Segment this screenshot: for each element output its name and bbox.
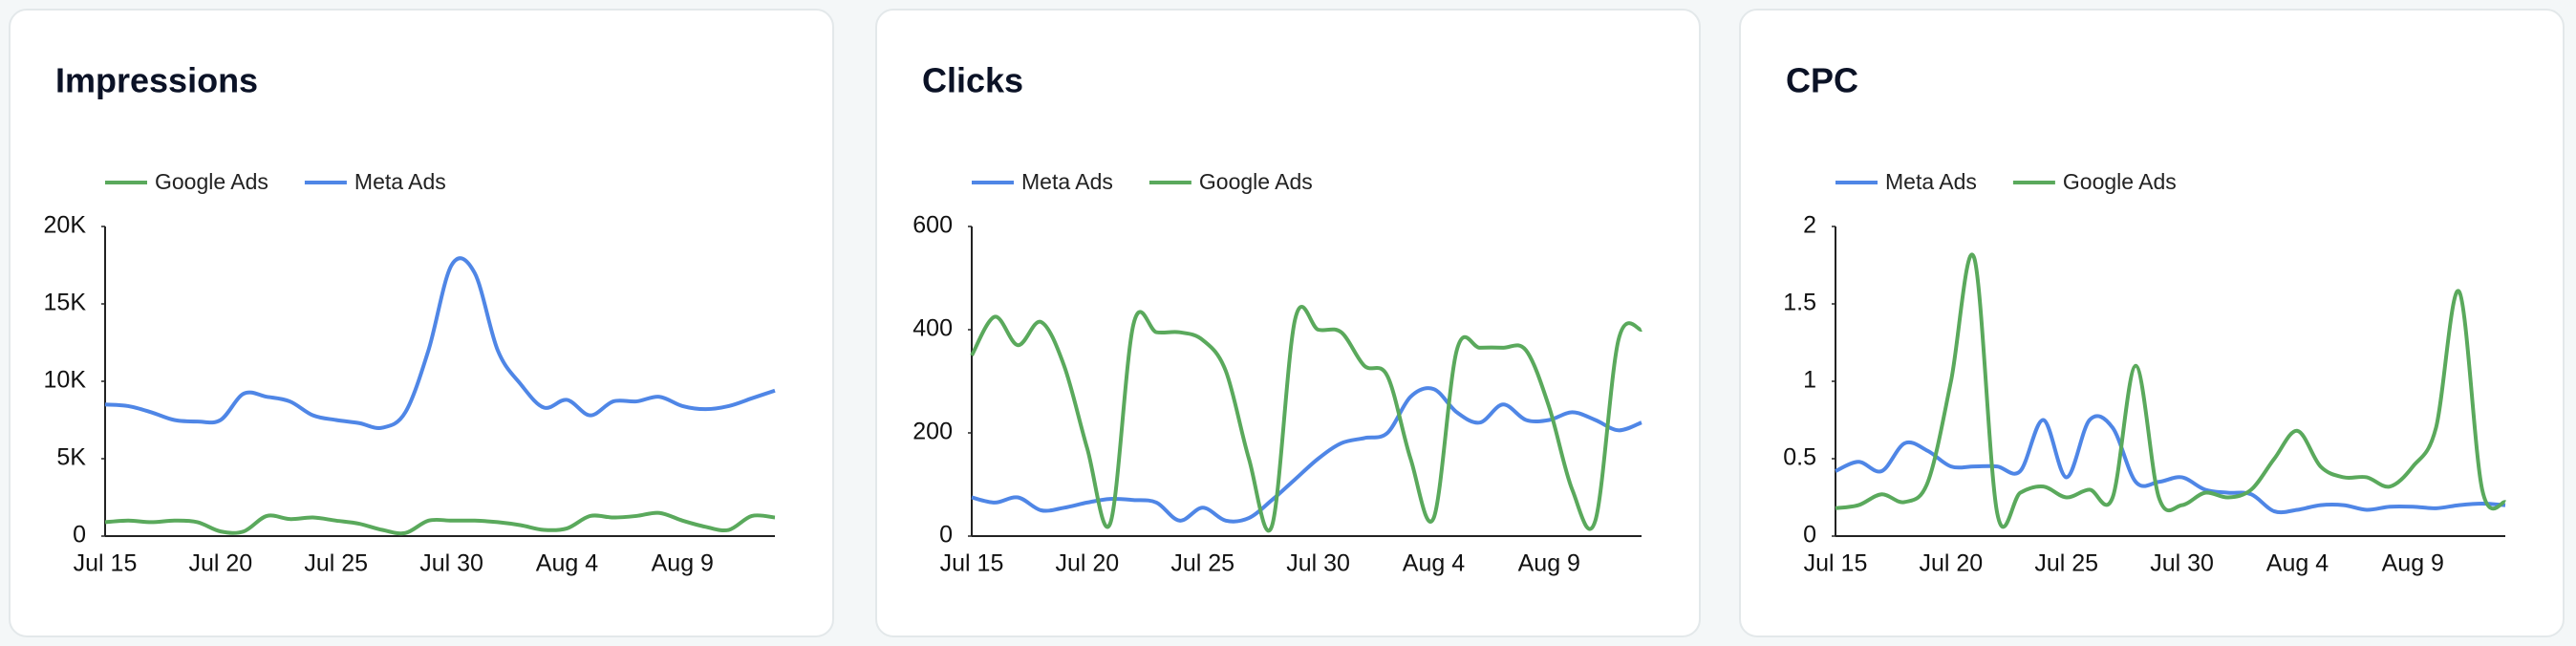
x-tick-label: Jul 15 xyxy=(1804,550,1868,577)
chart-card: CPC Meta Ads Google Ads 0 0.5 1 1.5 2 Jul 15 Jul … xyxy=(1739,9,2565,637)
y-tick-label: 2 xyxy=(1803,212,1816,239)
y-tick-label: 0 xyxy=(1803,522,1816,549)
series-line xyxy=(970,305,1642,533)
chart-title: Impressions xyxy=(55,61,258,100)
series-line xyxy=(104,256,776,430)
card-background xyxy=(875,9,1701,637)
legend-label: Google Ads xyxy=(155,169,268,194)
series-line xyxy=(104,510,776,536)
series-line xyxy=(1835,252,2506,529)
x-tick-label: Aug 9 xyxy=(1518,550,1580,577)
legend-label: Google Ads xyxy=(2063,169,2177,194)
y-tick-label: 15K xyxy=(44,290,87,316)
y-tick-label: 0.5 xyxy=(1783,444,1816,471)
x-tick-label: Jul 20 xyxy=(1056,550,1120,577)
legend-label: Meta Ads xyxy=(354,169,446,194)
y-tick-label: 400 xyxy=(912,315,953,342)
y-tick-label: 0 xyxy=(939,522,953,549)
series-line xyxy=(1835,414,2506,515)
y-tick-label: 200 xyxy=(912,419,953,445)
series-line xyxy=(971,386,1642,524)
y-tick-label: 0 xyxy=(73,522,86,549)
card-background xyxy=(1739,9,2565,637)
legend-label: Meta Ads xyxy=(1021,169,1113,194)
x-tick-label: Jul 30 xyxy=(2150,550,2214,577)
x-tick-label: Jul 25 xyxy=(1170,550,1234,577)
x-tick-label: Jul 30 xyxy=(1286,550,1350,577)
x-tick-label: Aug 4 xyxy=(2266,550,2329,577)
x-tick-label: Aug 4 xyxy=(536,550,598,577)
y-tick-label: 1.5 xyxy=(1783,290,1816,316)
y-tick-label: 10K xyxy=(44,367,87,394)
x-tick-label: Jul 15 xyxy=(940,550,1004,577)
card-background xyxy=(9,9,834,637)
x-tick-label: Jul 15 xyxy=(74,550,138,577)
y-tick-label: 20K xyxy=(44,212,87,239)
x-tick-label: Jul 20 xyxy=(1920,550,1984,577)
x-tick-label: Aug 9 xyxy=(2382,550,2444,577)
y-tick-label: 5K xyxy=(56,444,86,471)
x-tick-label: Aug 9 xyxy=(652,550,714,577)
x-tick-label: Jul 20 xyxy=(189,550,253,577)
chart-card: Impressions Google Ads Meta Ads 0 5K 10K 15K 20… xyxy=(9,9,834,637)
legend-label: Meta Ads xyxy=(1885,169,1977,194)
legend-label: Google Ads xyxy=(1199,169,1313,194)
x-tick-label: Jul 30 xyxy=(419,550,483,577)
y-tick-label: 600 xyxy=(912,212,953,239)
chart-title: Clicks xyxy=(922,61,1023,100)
chart-title: CPC xyxy=(1786,61,1858,100)
y-tick-label: 1 xyxy=(1803,367,1816,394)
x-tick-label: Aug 4 xyxy=(1403,550,1465,577)
x-tick-label: Jul 25 xyxy=(2034,550,2098,577)
x-tick-label: Jul 25 xyxy=(304,550,368,577)
chart-card: Clicks Meta Ads Google Ads 0 200 400 600 Jul 15… xyxy=(875,9,1701,637)
